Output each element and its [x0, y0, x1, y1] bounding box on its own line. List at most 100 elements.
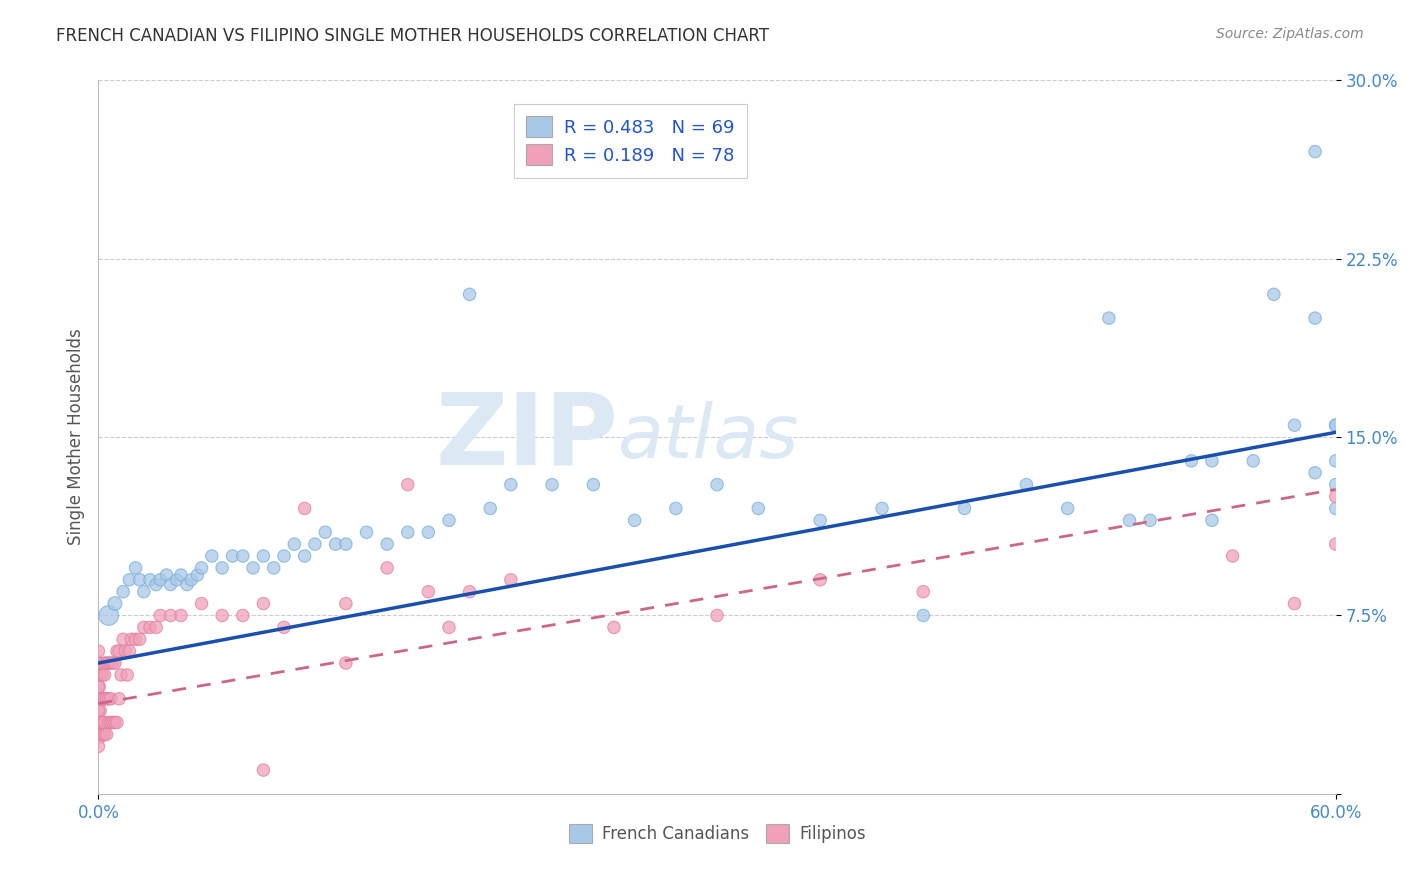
- Point: [1324, 490, 1347, 504]
- Point: [437, 620, 460, 634]
- Point: [96, 691, 118, 706]
- Point: [1118, 513, 1140, 527]
- Point: [304, 537, 326, 551]
- Point: [912, 584, 935, 599]
- Point: [1284, 418, 1306, 433]
- Point: [166, 573, 188, 587]
- Point: [1015, 477, 1038, 491]
- Point: [252, 597, 274, 611]
- Point: [1056, 501, 1078, 516]
- Point: [89, 715, 111, 730]
- Point: [91, 668, 114, 682]
- Point: [104, 597, 127, 611]
- Point: [176, 577, 198, 591]
- Point: [356, 525, 378, 540]
- Point: [706, 608, 728, 623]
- Point: [582, 477, 605, 491]
- Point: [186, 568, 208, 582]
- Point: [221, 549, 243, 563]
- Point: [1303, 466, 1326, 480]
- Point: [108, 644, 131, 658]
- Point: [87, 704, 110, 718]
- Point: [117, 668, 139, 682]
- Point: [89, 727, 111, 741]
- Point: [139, 573, 162, 587]
- Text: atlas: atlas: [619, 401, 800, 473]
- Point: [159, 608, 181, 623]
- Point: [1324, 418, 1347, 433]
- Point: [808, 573, 831, 587]
- Point: [325, 537, 347, 551]
- Point: [128, 632, 150, 647]
- Point: [541, 477, 564, 491]
- Point: [458, 584, 481, 599]
- Point: [93, 715, 115, 730]
- Point: [1222, 549, 1244, 563]
- Point: [87, 704, 110, 718]
- Point: [232, 608, 254, 623]
- Point: [96, 656, 118, 670]
- Point: [283, 537, 305, 551]
- Point: [273, 620, 295, 634]
- Point: [97, 608, 120, 623]
- Point: [458, 287, 481, 301]
- Point: [87, 691, 110, 706]
- Point: [499, 477, 522, 491]
- Point: [1201, 513, 1223, 527]
- Point: [93, 656, 115, 670]
- Point: [623, 513, 645, 527]
- Point: [1284, 597, 1306, 611]
- Point: [149, 573, 172, 587]
- Point: [145, 620, 167, 634]
- Text: ZIP: ZIP: [436, 389, 619, 485]
- Point: [110, 668, 132, 682]
- Point: [100, 691, 122, 706]
- Point: [211, 561, 233, 575]
- Point: [252, 763, 274, 777]
- Point: [953, 501, 976, 516]
- Point: [294, 501, 316, 516]
- Point: [91, 691, 114, 706]
- Point: [91, 727, 114, 741]
- Point: [1139, 513, 1161, 527]
- Point: [665, 501, 688, 516]
- Point: [93, 668, 115, 682]
- Point: [190, 561, 212, 575]
- Point: [242, 561, 264, 575]
- Point: [335, 537, 357, 551]
- Point: [479, 501, 502, 516]
- Point: [128, 573, 150, 587]
- Point: [1324, 501, 1347, 516]
- Point: [294, 549, 316, 563]
- Point: [314, 525, 336, 540]
- Y-axis label: Single Mother Households: Single Mother Households: [66, 329, 84, 545]
- Point: [1324, 477, 1347, 491]
- Point: [263, 561, 285, 575]
- Point: [97, 715, 120, 730]
- Point: [87, 727, 110, 741]
- Point: [418, 584, 440, 599]
- Point: [375, 537, 398, 551]
- Point: [1180, 454, 1202, 468]
- Point: [132, 620, 155, 634]
- Point: [180, 573, 202, 587]
- Point: [159, 577, 181, 591]
- Point: [124, 632, 146, 647]
- Point: [1201, 454, 1223, 468]
- Point: [112, 584, 135, 599]
- Text: FRENCH CANADIAN VS FILIPINO SINGLE MOTHER HOUSEHOLDS CORRELATION CHART: FRENCH CANADIAN VS FILIPINO SINGLE MOTHE…: [56, 27, 769, 45]
- Text: Source: ZipAtlas.com: Source: ZipAtlas.com: [1216, 27, 1364, 41]
- Point: [97, 691, 120, 706]
- Point: [396, 525, 419, 540]
- Point: [870, 501, 893, 516]
- Point: [96, 727, 118, 741]
- Point: [201, 549, 224, 563]
- Point: [232, 549, 254, 563]
- Point: [145, 577, 167, 591]
- Point: [87, 715, 110, 730]
- Point: [747, 501, 769, 516]
- Point: [118, 573, 141, 587]
- Point: [139, 620, 162, 634]
- Point: [132, 584, 155, 599]
- Point: [100, 656, 122, 670]
